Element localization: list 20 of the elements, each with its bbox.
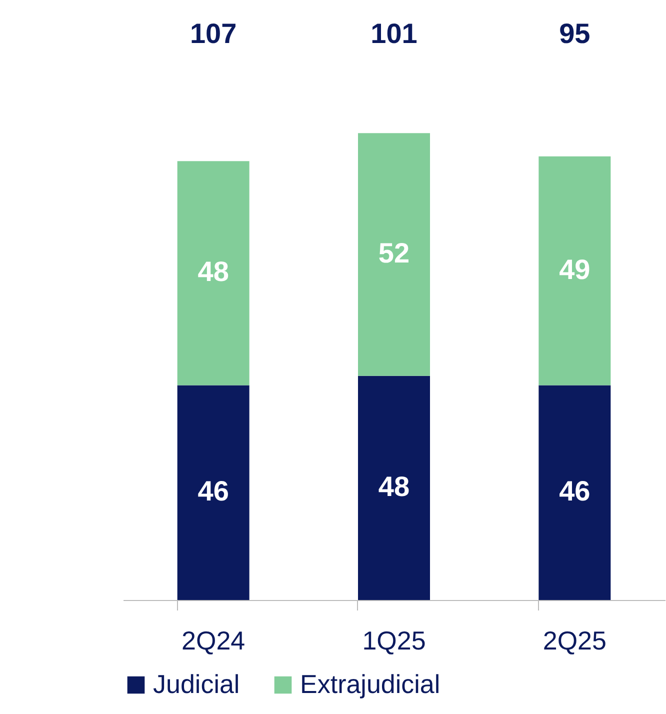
data-label: 48 [198, 256, 229, 288]
text: 101 [370, 18, 418, 49]
bar [538, 385, 611, 600]
text: 107 [190, 18, 237, 49]
data-label: 46 [198, 476, 229, 507]
x-tick-label: 1Q25 [362, 626, 426, 656]
bar [177, 161, 250, 386]
legend-label: Judicial [153, 669, 240, 699]
data-label: 46 [559, 476, 590, 507]
legend-label: Extrajudicial [300, 669, 440, 699]
x-tick-label: 2Q25 [542, 626, 606, 656]
x-tick-label: 2Q24 [182, 626, 246, 656]
bar [538, 156, 611, 386]
data-label: 48 [378, 470, 410, 502]
data-label: 52 [378, 237, 410, 268]
bar [358, 376, 430, 600]
data-label: 49 [559, 254, 590, 285]
bar [358, 133, 430, 376]
text: 95 [559, 18, 590, 49]
bar [177, 385, 250, 600]
